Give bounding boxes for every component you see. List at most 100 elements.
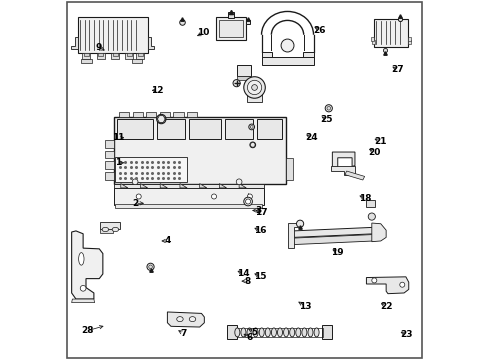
Bar (97, 53, 104, 59)
Ellipse shape (265, 328, 270, 337)
Circle shape (249, 142, 255, 148)
Circle shape (245, 199, 250, 204)
Polygon shape (371, 223, 386, 242)
Polygon shape (199, 184, 206, 188)
Bar (370, 37, 373, 41)
Circle shape (247, 80, 261, 95)
Text: 28: 28 (81, 326, 94, 335)
Ellipse shape (271, 328, 276, 337)
Ellipse shape (253, 328, 258, 337)
Bar (261, 51, 272, 58)
Bar (160, 112, 169, 117)
Circle shape (80, 285, 86, 291)
Bar (407, 40, 410, 44)
Bar (188, 119, 221, 139)
Text: 11: 11 (112, 133, 124, 142)
Bar (236, 328, 322, 337)
Text: 25: 25 (320, 115, 332, 124)
Ellipse shape (246, 328, 251, 337)
Circle shape (247, 194, 252, 199)
Ellipse shape (259, 328, 264, 337)
Text: 3: 3 (254, 206, 261, 215)
Bar (371, 40, 374, 44)
Bar (187, 112, 197, 117)
Bar (136, 53, 144, 59)
Text: 9: 9 (95, 43, 102, 52)
Bar (137, 53, 142, 56)
Polygon shape (330, 166, 354, 175)
Text: 26: 26 (313, 26, 325, 35)
Circle shape (250, 126, 253, 129)
Ellipse shape (241, 328, 245, 337)
Circle shape (156, 114, 165, 124)
Bar (125, 53, 133, 59)
Text: 27: 27 (391, 65, 404, 74)
Bar (111, 53, 119, 59)
Ellipse shape (301, 328, 306, 337)
Ellipse shape (102, 227, 108, 231)
Text: 6: 6 (245, 333, 252, 342)
Bar (115, 157, 187, 182)
Bar (82, 53, 90, 59)
Polygon shape (344, 171, 364, 180)
Bar (104, 150, 113, 158)
Circle shape (371, 278, 376, 283)
Polygon shape (160, 184, 167, 188)
Circle shape (367, 213, 375, 220)
Polygon shape (72, 299, 94, 303)
Ellipse shape (289, 328, 294, 337)
Ellipse shape (313, 328, 319, 337)
Polygon shape (180, 184, 187, 188)
Polygon shape (71, 37, 78, 49)
Ellipse shape (112, 227, 119, 231)
Bar (285, 158, 292, 180)
Ellipse shape (234, 328, 239, 337)
Bar (146, 112, 156, 117)
Polygon shape (81, 59, 92, 63)
Ellipse shape (307, 328, 312, 337)
Bar (104, 140, 113, 148)
Circle shape (251, 85, 257, 90)
Bar (173, 112, 183, 117)
Bar (261, 57, 313, 64)
Text: 18: 18 (359, 194, 371, 203)
Text: 24: 24 (305, 133, 318, 142)
Polygon shape (147, 37, 154, 49)
Bar (83, 53, 89, 56)
Bar (218, 20, 243, 37)
Polygon shape (72, 231, 102, 299)
Polygon shape (366, 277, 408, 294)
Bar (126, 53, 132, 56)
Polygon shape (332, 152, 354, 167)
Bar (132, 112, 142, 117)
Circle shape (148, 265, 152, 269)
Text: 14: 14 (237, 269, 249, 278)
Bar (113, 184, 264, 188)
Circle shape (211, 194, 216, 199)
Ellipse shape (277, 328, 282, 337)
Text: 5: 5 (251, 328, 257, 337)
Text: 19: 19 (331, 248, 344, 257)
Circle shape (296, 220, 303, 227)
Ellipse shape (295, 328, 300, 337)
Circle shape (244, 197, 252, 206)
Bar (407, 37, 410, 41)
Bar (226, 325, 237, 339)
Bar (104, 161, 113, 169)
Bar (100, 229, 113, 233)
Text: 8: 8 (244, 276, 250, 285)
Bar (366, 200, 375, 207)
Text: 15: 15 (254, 272, 266, 281)
Circle shape (244, 77, 265, 98)
Text: 7: 7 (180, 329, 186, 338)
Circle shape (236, 179, 242, 185)
Circle shape (281, 39, 293, 52)
Bar (237, 76, 250, 80)
Bar (215, 17, 246, 40)
Text: 4: 4 (164, 237, 170, 246)
Text: 17: 17 (255, 208, 267, 217)
Polygon shape (121, 184, 128, 188)
Ellipse shape (189, 317, 195, 321)
Text: 22: 22 (379, 302, 391, 311)
Bar (98, 53, 103, 56)
